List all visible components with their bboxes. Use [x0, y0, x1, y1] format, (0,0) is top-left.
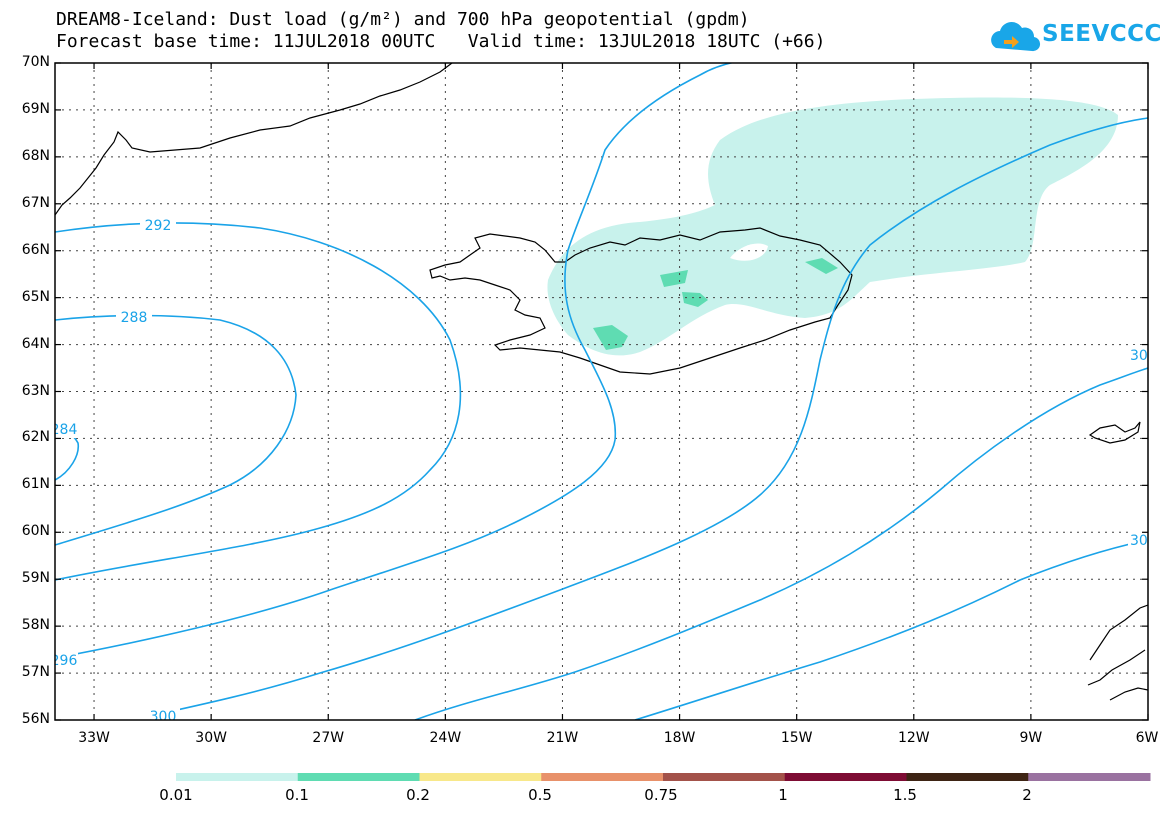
colorbar-segment	[1028, 773, 1151, 781]
lat-label: 58N	[21, 617, 50, 634]
contour-label-300c: 300	[1130, 533, 1157, 549]
lat-label: 63N	[21, 382, 50, 399]
lon-label: 24W	[429, 730, 462, 746]
lat-label: 67N	[21, 194, 50, 211]
dust-area-white-gap	[730, 243, 768, 261]
lon-label: 15W	[780, 730, 813, 746]
logo-text: SEEVCCC	[1042, 21, 1162, 47]
colorbar-segment	[784, 773, 907, 781]
lat-label: 59N	[21, 570, 50, 587]
colorbar-segment	[419, 773, 542, 781]
dust-area-mid	[593, 325, 628, 350]
lat-label: 60N	[21, 523, 50, 540]
dust-area-mid	[660, 270, 688, 287]
contour-288	[55, 314, 297, 546]
colorbar-tick-label: 0.5	[528, 786, 552, 804]
coastline-uk-north	[1087, 604, 1148, 686]
dust-area-low	[547, 97, 1118, 356]
coastline-uk-west	[1109, 687, 1148, 701]
colorbar-segment	[297, 773, 420, 781]
lat-label: 61N	[21, 476, 50, 493]
lat-label: 70N	[21, 54, 50, 70]
contour-300c	[634, 539, 1148, 720]
colorbar-tick-label: 1.5	[893, 786, 917, 804]
coastline-greenland	[55, 63, 453, 216]
contour-label-284: 284	[51, 422, 78, 438]
colorbar-segment	[906, 773, 1029, 781]
colorbar-tick-label: 2	[1022, 786, 1032, 804]
lon-label: 33W	[78, 730, 110, 746]
lat-label: 62N	[21, 429, 50, 446]
colorbar-tick-label: 0.75	[644, 786, 678, 804]
map-title-line2: Forecast base time: 11JUL2018 00UTC Vali…	[56, 31, 826, 52]
colorbar-tick-label: 0.01	[159, 786, 193, 804]
coastline-scotland	[1088, 421, 1141, 444]
lon-label: 9W	[1019, 730, 1043, 746]
colorbar-tick-label: 1	[778, 786, 788, 804]
graticule	[55, 63, 1148, 720]
contour-label-group: 292 288 284 296 300 300 300	[51, 216, 1157, 725]
lon-label: 6W	[1135, 730, 1159, 746]
lon-label: 27W	[312, 730, 345, 746]
lat-label: 64N	[21, 335, 50, 352]
coastline	[55, 63, 1148, 701]
lat-label: 69N	[21, 100, 50, 117]
contour-label-300a: 300	[150, 709, 177, 725]
dust-area-mid	[805, 258, 838, 274]
axis-ticks	[55, 62, 1149, 721]
lon-label: 21W	[546, 730, 579, 746]
colorbar-tick-label: 0.2	[406, 786, 430, 804]
contour-300a	[144, 117, 1148, 718]
contour-300b	[414, 367, 1148, 720]
contour-292	[55, 222, 462, 581]
contour-label-288: 288	[121, 310, 148, 326]
seevccc-logo-icon	[991, 22, 1041, 52]
dust-area-mid	[682, 292, 708, 307]
lon-label: 30W	[195, 730, 227, 746]
lat-label: 68N	[21, 147, 50, 164]
lon-label: 12W	[897, 730, 930, 746]
colorbar	[176, 773, 1151, 781]
lat-label: 66N	[21, 241, 50, 258]
map-title-line1: DREAM8-Iceland: Dust load (g/m²) and 700…	[56, 9, 750, 30]
contour-296	[55, 63, 735, 659]
contour-label-300b: 300	[1130, 348, 1157, 364]
contour-label-292: 292	[145, 218, 172, 234]
coastline-iceland	[429, 227, 853, 375]
colorbar-segment	[176, 773, 299, 781]
lat-label: 56N	[21, 711, 50, 727]
lat-label: 65N	[21, 288, 50, 305]
lat-label: 57N	[21, 664, 50, 681]
colorbar-segment	[663, 773, 786, 781]
contour-label-296: 296	[51, 653, 78, 669]
colorbar-segment	[541, 773, 664, 781]
lon-label: 18W	[663, 730, 696, 746]
colorbar-tick-label: 0.1	[285, 786, 309, 804]
